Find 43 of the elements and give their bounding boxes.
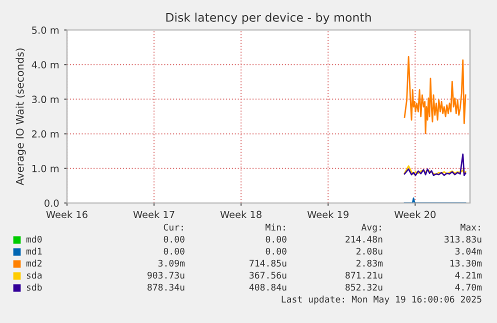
- text: 3.04m: [455, 248, 482, 255]
- x-tick-label: Week 18: [220, 210, 262, 218]
- text: Last update: Mon May 19 16:00:06 2025: [282, 296, 482, 304]
- legend-label: md1: [26, 248, 42, 255]
- y-tick-label: 4.0 m: [32, 61, 59, 68]
- text: 3.09m: [158, 260, 185, 267]
- text: 878.34u: [148, 284, 184, 291]
- text: 871.21u: [346, 272, 382, 279]
- x-tick-label: Week 19: [307, 210, 348, 218]
- text: 0.00: [266, 248, 286, 255]
- y-axis-title: Average IO Wait (seconds): [16, 48, 26, 186]
- text: 313.83u: [444, 236, 482, 243]
- x-tick-label: Week 16: [46, 210, 88, 218]
- y-tick-label: 5.0 m: [32, 26, 59, 34]
- text: 0.00: [164, 236, 184, 243]
- text: 852.32u: [346, 284, 382, 291]
- text: 714.85u: [250, 260, 286, 267]
- text: 4.21m: [455, 272, 482, 279]
- x-tick-label: Week 17: [133, 210, 174, 218]
- legend-label: md2: [26, 260, 42, 267]
- legend-label: sda: [26, 272, 42, 279]
- text: Max:: [460, 224, 480, 231]
- x-tick-label: Week 20: [394, 210, 436, 218]
- text: 408.84u: [249, 284, 286, 291]
- text: 214.48n: [346, 236, 382, 243]
- text: 0.00: [164, 248, 184, 255]
- legend-label: sdb: [26, 284, 42, 291]
- text: 13.30m: [450, 260, 482, 267]
- text: Cur:: [164, 224, 183, 231]
- text: 4.70m: [455, 284, 482, 291]
- text: Min:: [266, 224, 285, 231]
- text: Avg:: [361, 224, 381, 232]
- text: 0.00: [266, 236, 286, 243]
- chart-title: Disk latency per device - by month: [166, 12, 371, 24]
- text: 2.08u: [356, 248, 382, 255]
- legend-label: md0: [26, 236, 42, 243]
- y-tick-label: 3.0 m: [32, 96, 59, 104]
- text: 367.56u: [250, 272, 286, 279]
- y-tick-label: 1.0 m: [32, 164, 59, 172]
- text: 2.83m: [356, 260, 383, 267]
- text: 903.73u: [148, 272, 184, 279]
- y-tick-label: 0.0: [44, 199, 59, 207]
- y-tick-label: 2.0 m: [32, 130, 59, 138]
